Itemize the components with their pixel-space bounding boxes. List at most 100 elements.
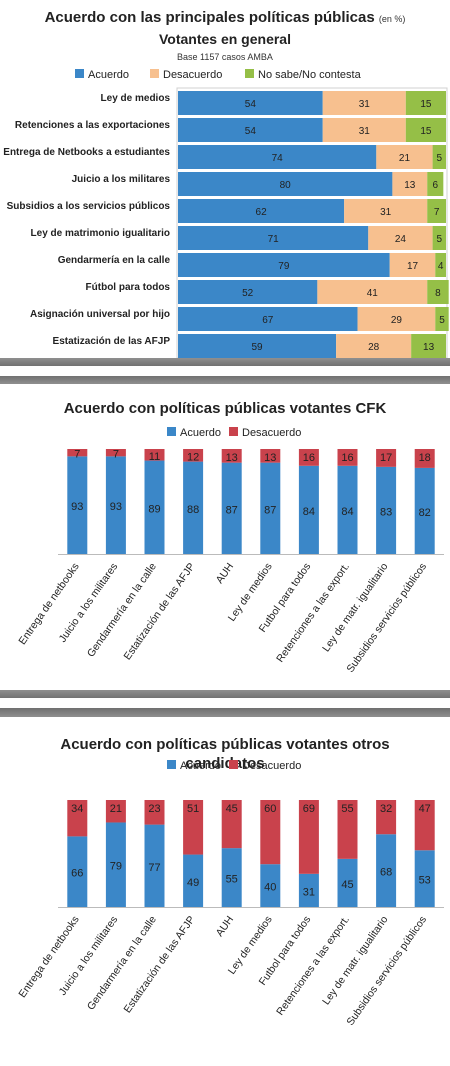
category-label: AUH — [214, 561, 237, 586]
bar-acuerdo — [337, 858, 358, 907]
chart-subtitle: Votantes en general — [159, 31, 291, 47]
bar-desacuerdo — [260, 800, 281, 865]
data-label: 7 — [113, 449, 119, 461]
bar-acuerdo — [178, 307, 358, 331]
data-label: 59 — [251, 342, 263, 353]
data-label: 47 — [419, 803, 431, 815]
bar-no-sabe-no-contesta — [427, 280, 449, 304]
bar-desacuerdo — [183, 800, 204, 855]
data-label: 18 — [419, 452, 431, 464]
legend-label-acuerdo: Acuerdo — [88, 69, 129, 81]
data-label: 31 — [303, 886, 315, 898]
data-label: 66 — [71, 868, 83, 880]
category-label: Entrega de Netbooks a estudiantes — [3, 147, 170, 158]
separator-bar — [0, 358, 450, 384]
category-label: Retenciones a las export. — [274, 561, 352, 665]
data-label: 51 — [187, 803, 199, 815]
bar-acuerdo — [414, 850, 435, 907]
data-label: 71 — [268, 234, 280, 245]
bar-no-sabe-no-contesta — [432, 226, 446, 250]
bar-acuerdo — [105, 822, 126, 907]
data-label: 31 — [359, 126, 371, 137]
data-label: 87 — [226, 504, 238, 516]
data-label: 17 — [407, 261, 419, 272]
bar-desacuerdo — [376, 800, 397, 835]
category-label: Ley de matrimonio igualitario — [31, 228, 170, 239]
bar-acuerdo — [178, 334, 337, 358]
data-label: 45 — [226, 803, 238, 815]
bar-acuerdo — [376, 466, 397, 554]
bar-desacuerdo — [105, 800, 126, 823]
bar-desacuerdo — [144, 449, 165, 461]
data-label: 69 — [303, 803, 315, 815]
bar-acuerdo — [67, 836, 88, 907]
bar-desacuerdo — [221, 449, 242, 463]
legend-swatch-acuerdo — [167, 760, 176, 769]
chart-base-note: Base 1157 casos AMBA — [177, 52, 273, 62]
data-label: 84 — [303, 506, 315, 518]
bar-desacuerdo — [337, 449, 358, 466]
category-label: Retenciones a las export. — [274, 914, 352, 1018]
data-label: 6 — [432, 180, 438, 191]
bar-no-sabe-no-contesta — [411, 334, 446, 358]
data-label: 53 — [419, 875, 431, 887]
bar-desacuerdo — [376, 145, 433, 169]
bar-acuerdo — [376, 834, 397, 907]
data-label: 45 — [341, 879, 353, 891]
data-label: 13 — [423, 342, 435, 353]
bar-desacuerdo — [368, 226, 433, 250]
category-label: Asignación universal por hijo — [30, 309, 170, 320]
data-label: 55 — [341, 803, 353, 815]
category-label: Gendarmería en la calle — [85, 561, 159, 660]
legend: Acuerdo Desacuerdo — [167, 427, 301, 439]
separator-bar — [0, 690, 450, 717]
data-label: 54 — [245, 126, 257, 137]
legend-swatch-desacuerdo — [229, 760, 238, 769]
bar-desacuerdo — [357, 307, 436, 331]
category-label: Subsidios a los servicios públicos — [7, 201, 171, 212]
data-label: 13 — [404, 180, 416, 191]
data-label: 49 — [187, 877, 199, 889]
legend: Acuerdo Desacuerdo — [167, 760, 301, 772]
data-label: 55 — [226, 874, 238, 886]
data-label: 84 — [341, 506, 353, 518]
legend: Acuerdo Desacuerdo No sabe/No contesta — [75, 69, 362, 81]
data-label: 7 — [74, 449, 80, 461]
bar-desacuerdo — [260, 449, 281, 463]
bar-no-sabe-no-contesta — [427, 172, 444, 196]
data-label: 31 — [380, 207, 392, 218]
bar-desacuerdo — [317, 280, 428, 304]
category-label: Juicio a los militares — [72, 174, 171, 185]
category-label: Subsidios servicios públicos — [344, 914, 429, 1028]
data-label: 83 — [380, 506, 392, 518]
data-label: 5 — [437, 153, 443, 164]
legend-swatch-desacuerdo — [150, 69, 159, 78]
data-label: 13 — [264, 452, 276, 464]
data-label: 77 — [148, 862, 160, 874]
bar-acuerdo — [414, 467, 435, 554]
bar-desacuerdo — [322, 91, 406, 115]
bar-acuerdo — [105, 456, 126, 554]
bar-acuerdo — [178, 226, 369, 250]
category-label: Ley de medios — [101, 93, 171, 104]
data-label: 17 — [380, 452, 392, 464]
chart-cfk-voters-svg: Acuerdo con políticas públicas votantes … — [16, 400, 444, 675]
data-label: 52 — [242, 288, 254, 299]
bar-acuerdo — [183, 854, 204, 907]
data-label: 5 — [437, 234, 443, 245]
legend-swatch-acuerdo — [167, 427, 176, 436]
chart-title: Acuerdo con las principales políticas pú… — [45, 9, 406, 26]
category-label: Ley de matr. igualitario — [320, 914, 391, 1008]
bar-desacuerdo — [336, 334, 412, 358]
bar-acuerdo — [178, 199, 345, 223]
category-label: Estatización de las AFJP — [121, 561, 197, 663]
data-label: 79 — [278, 261, 290, 272]
data-label: 24 — [395, 234, 407, 245]
bar-acuerdo — [67, 456, 88, 554]
data-label: 89 — [148, 503, 160, 515]
legend-label-desacuerdo: Desacuerdo — [163, 69, 222, 81]
bar-no-sabe-no-contesta — [405, 118, 446, 142]
data-label: 12 — [187, 451, 199, 463]
legend-swatch-desacuerdo — [229, 427, 238, 436]
